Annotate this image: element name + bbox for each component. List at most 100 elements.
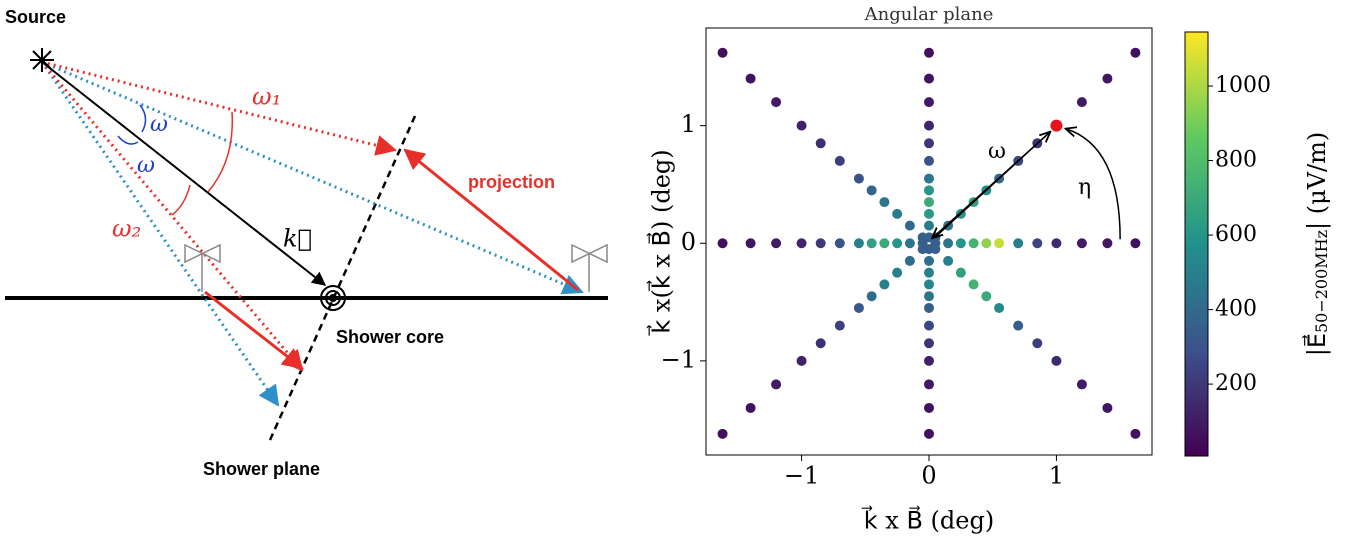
diagram: Source ω₁ ω ω ω₂ k⃗ projection Shower co… <box>5 7 608 479</box>
point <box>866 238 877 249</box>
point <box>1102 73 1113 84</box>
point <box>924 402 934 413</box>
point <box>879 238 890 249</box>
point <box>1130 238 1141 249</box>
y-tick-label: −1 <box>661 345 696 373</box>
point <box>853 238 864 249</box>
ray <box>41 60 398 156</box>
point <box>917 244 928 255</box>
label: projection <box>468 172 555 192</box>
arc <box>171 184 191 216</box>
highlight-point <box>1050 119 1063 132</box>
point <box>924 173 934 184</box>
point <box>904 220 915 231</box>
colorbar-tick-label: 400 <box>1215 297 1257 322</box>
x-tick-label: 1 <box>1049 462 1064 490</box>
antenna <box>571 243 608 292</box>
point <box>924 355 934 366</box>
y-axis-label: k⃗ x(k⃗ x B⃗) (deg) <box>646 149 675 336</box>
point <box>924 97 934 108</box>
point <box>904 255 915 266</box>
label: ω <box>137 153 155 178</box>
point <box>1102 238 1113 249</box>
point <box>834 155 845 166</box>
point <box>815 138 826 149</box>
antenna <box>184 243 221 292</box>
projection-arrow <box>204 290 304 370</box>
point <box>853 302 864 313</box>
point <box>879 197 890 208</box>
point <box>943 238 954 249</box>
point <box>924 320 934 331</box>
core <box>320 285 346 311</box>
point <box>930 244 941 255</box>
point <box>879 279 890 290</box>
point <box>924 155 934 166</box>
point <box>717 428 728 439</box>
point <box>1076 379 1087 390</box>
point <box>892 238 903 249</box>
ray <box>40 61 304 372</box>
point <box>1013 320 1024 331</box>
point <box>981 291 992 302</box>
point <box>1013 238 1024 249</box>
point <box>968 238 979 249</box>
arc <box>207 111 234 193</box>
point <box>745 73 756 84</box>
point <box>815 238 826 249</box>
ray <box>41 60 584 295</box>
point <box>796 238 807 249</box>
colorbar-label-part: 50−200MHz <box>1312 230 1331 333</box>
x-tick-label: 0 <box>921 462 936 490</box>
label: Shower core <box>336 327 444 347</box>
point <box>796 355 807 366</box>
point <box>917 232 928 243</box>
point <box>924 255 934 266</box>
source-star <box>30 48 54 72</box>
annotation: η <box>1078 175 1091 200</box>
x-axis-label: k⃗ x B⃗ (deg) <box>861 505 994 534</box>
chart: Angular plane −1 0 1 −1 0 1 k⃗ x B⃗ (deg) k⃗ x(k… <box>646 4 1331 535</box>
point <box>771 97 782 108</box>
point <box>866 291 877 302</box>
point <box>892 267 903 278</box>
colorbar-tick-label: 800 <box>1215 148 1257 173</box>
point <box>924 120 934 131</box>
point <box>717 47 728 58</box>
point <box>994 238 1005 249</box>
label: ω <box>150 112 168 137</box>
point <box>924 379 934 390</box>
point <box>924 428 934 439</box>
point <box>717 238 728 249</box>
point <box>924 185 934 196</box>
colorbar-label-part: | (μV/m) <box>1303 132 1332 230</box>
point <box>955 238 966 249</box>
colorbar-tick-label: 600 <box>1215 222 1257 247</box>
point <box>834 238 845 249</box>
point <box>1032 238 1043 249</box>
label: k⃗ <box>283 225 312 253</box>
point <box>1076 238 1087 249</box>
point <box>834 320 845 331</box>
k-vector <box>41 61 327 286</box>
point <box>892 208 903 219</box>
label: ω₂ <box>112 215 141 243</box>
point <box>924 267 934 278</box>
point <box>1051 238 1062 249</box>
point <box>771 238 782 249</box>
label: Shower plane <box>203 459 320 479</box>
point <box>1130 47 1141 58</box>
point <box>796 120 807 131</box>
point <box>771 379 782 390</box>
label: Source <box>5 7 66 27</box>
point <box>924 291 934 302</box>
shower-plane-line <box>268 115 417 441</box>
arc <box>139 104 147 133</box>
omega-arrow <box>934 132 1050 238</box>
annotation: ω <box>988 139 1006 164</box>
colorbar <box>1184 31 1209 457</box>
y-tick-label: 1 <box>681 110 696 138</box>
label: ω₁ <box>252 83 281 111</box>
point <box>955 267 966 278</box>
